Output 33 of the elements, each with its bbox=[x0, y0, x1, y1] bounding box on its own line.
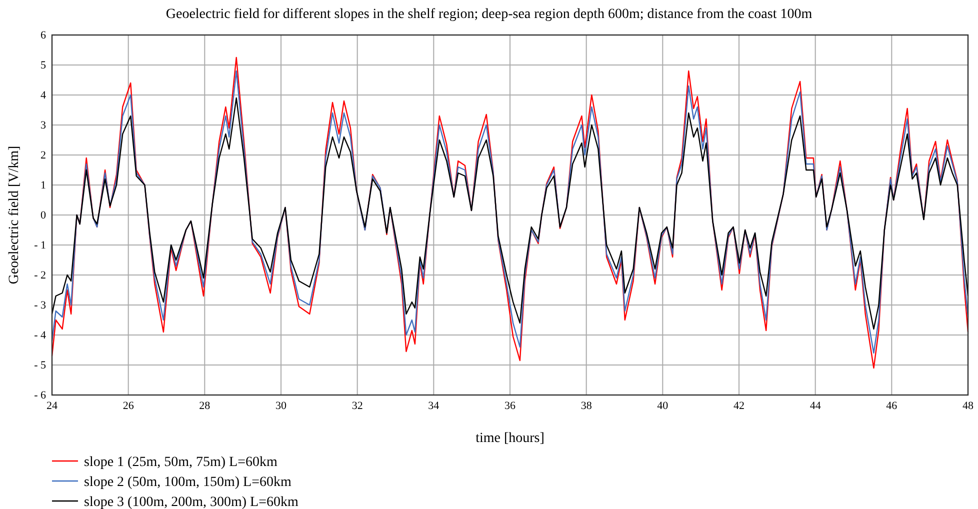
x-tick-label: 26 bbox=[122, 400, 134, 412]
x-tick-label: 24 bbox=[46, 400, 58, 412]
y-tick-label: 0 bbox=[40, 210, 46, 222]
x-tick-label: 30 bbox=[276, 400, 287, 412]
legend-label: slope 2 (50m, 100m, 150m) L=60km bbox=[84, 475, 292, 490]
x-tick-label: 32 bbox=[352, 400, 363, 412]
y-tick-label: 4 bbox=[40, 90, 46, 102]
y-tick-label: - 6 bbox=[34, 390, 46, 402]
x-tick-label: 28 bbox=[199, 400, 211, 412]
x-tick-label: 34 bbox=[428, 400, 440, 412]
legend-label: slope 3 (100m, 200m, 300m) L=60km bbox=[84, 495, 298, 509]
y-tick-label: 6 bbox=[40, 30, 46, 42]
chart-title: Geoelectric field for different slopes in the shelf region; deep-sea region depth 600m; distance from the coast 100m bbox=[166, 7, 812, 22]
y-tick-label: 3 bbox=[40, 120, 46, 132]
y-tick-label: 1 bbox=[40, 180, 46, 192]
x-tick-label: 44 bbox=[810, 400, 822, 412]
y-tick-label: 2 bbox=[40, 150, 46, 162]
y-tick-label: - 5 bbox=[34, 360, 46, 372]
x-tick-label: 46 bbox=[886, 400, 898, 412]
x-tick-label: 48 bbox=[962, 400, 974, 412]
line-series bbox=[51, 97, 969, 330]
y-tick-label: - 3 bbox=[34, 300, 46, 312]
x-tick-label: 40 bbox=[657, 400, 669, 412]
y-tick-label: 5 bbox=[40, 60, 46, 72]
legend-label: slope 1 (25m, 50m, 75m) L=60km bbox=[84, 455, 278, 470]
y-tick-label: - 1 bbox=[34, 240, 46, 252]
y-tick-label: - 4 bbox=[34, 330, 46, 342]
y-tick-label: - 2 bbox=[34, 270, 46, 282]
x-tick-label: 38 bbox=[580, 400, 592, 412]
y-axis-title: Geoelectric field [V/km] bbox=[7, 146, 22, 284]
x-tick-label: 42 bbox=[734, 400, 744, 412]
x-tick-label: 36 bbox=[504, 400, 516, 412]
x-axis-title: time [hours] bbox=[476, 431, 544, 446]
